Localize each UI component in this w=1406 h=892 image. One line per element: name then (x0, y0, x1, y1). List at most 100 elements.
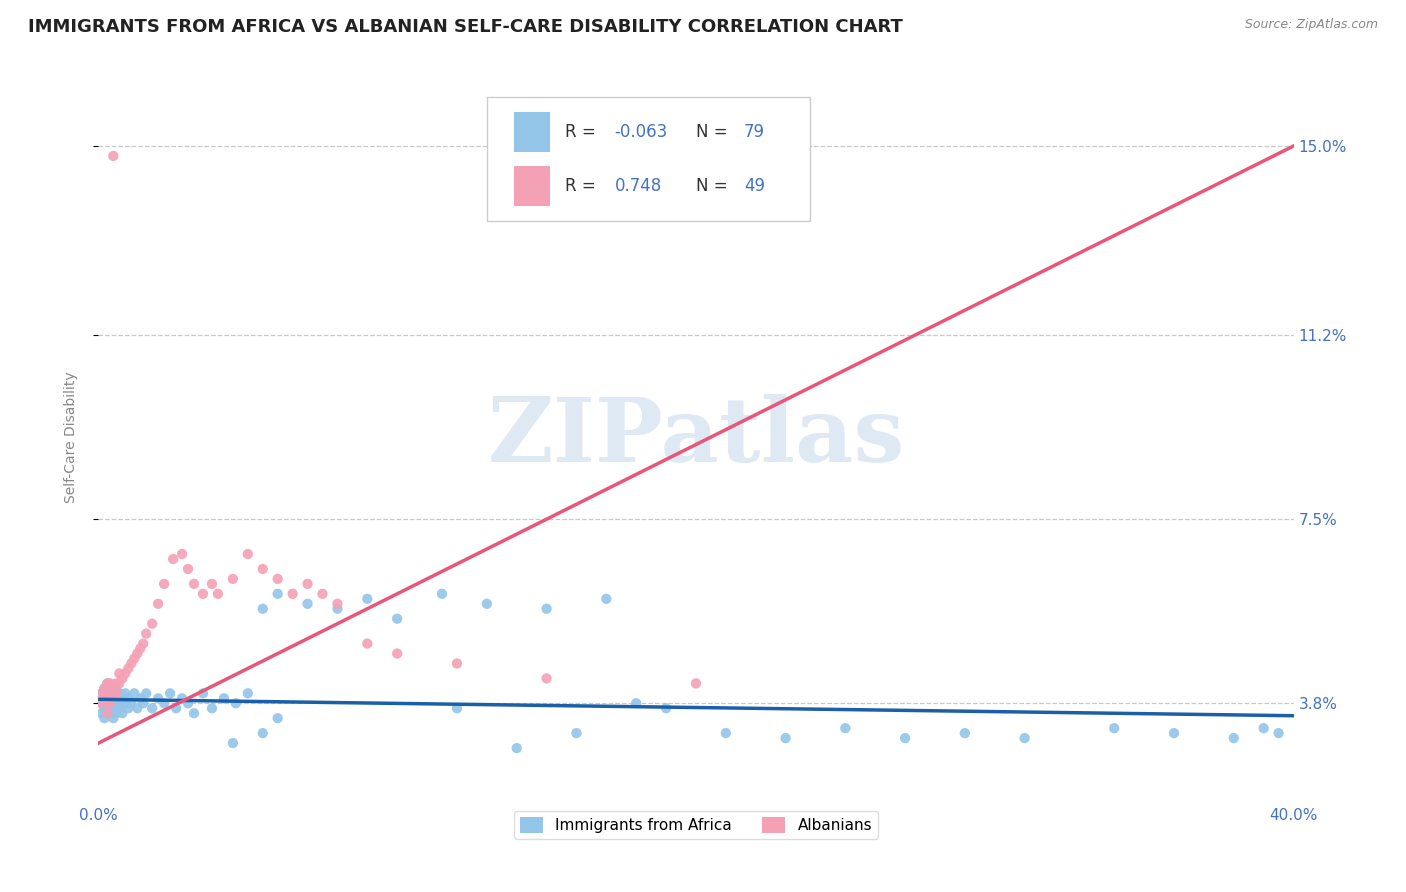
Point (98, 706, 122, 721)
Point (252, 601, 274, 615)
Point (111, 691, 134, 706)
Point (117, 701, 139, 715)
Point (222, 572, 245, 586)
Point (114, 696, 136, 710)
Point (93, 711, 115, 725)
Point (446, 701, 468, 715)
Point (236, 686, 259, 700)
Point (96, 706, 118, 721)
Point (103, 711, 125, 725)
Point (103, 696, 125, 710)
Point (103, 701, 125, 715)
Point (132, 636, 155, 650)
Point (93, 691, 115, 706)
Point (127, 701, 149, 715)
Point (103, 681, 125, 696)
Point (267, 711, 290, 725)
Point (98, 691, 122, 706)
Point (124, 651, 146, 665)
Point (105, 691, 128, 706)
Point (111, 706, 134, 721)
Point (1163, 726, 1185, 740)
Point (93, 691, 115, 706)
Point (506, 741, 529, 756)
Point (297, 577, 319, 591)
Point (183, 577, 205, 591)
Point (103, 686, 125, 700)
Point (775, 731, 797, 745)
Point (127, 647, 149, 661)
Point (93, 701, 115, 715)
Point (132, 696, 155, 710)
Point (98, 676, 122, 690)
Point (105, 676, 128, 690)
Point (311, 587, 333, 601)
Bar (515, 166, 550, 206)
Point (90, 706, 112, 721)
Point (177, 696, 200, 710)
Point (90, 696, 112, 710)
Point (172, 547, 194, 561)
Point (356, 591, 378, 606)
Point (536, 601, 558, 615)
Point (111, 672, 134, 686)
Point (207, 587, 229, 601)
Point (96, 696, 118, 710)
Point (96, 706, 118, 721)
Point (430, 587, 453, 601)
Point (159, 686, 181, 700)
Point (183, 706, 205, 721)
Point (96, 696, 118, 710)
Point (141, 616, 163, 631)
Point (148, 691, 170, 706)
Point (108, 666, 131, 681)
Point (108, 701, 131, 715)
Text: Source: ZipAtlas.com: Source: ZipAtlas.com (1244, 18, 1378, 31)
Point (191, 587, 214, 601)
Text: 79: 79 (744, 123, 765, 141)
Point (120, 696, 142, 710)
Point (655, 701, 678, 715)
Text: -0.063: -0.063 (614, 123, 668, 141)
Point (267, 572, 290, 586)
Point (117, 661, 139, 675)
Point (105, 706, 128, 721)
Point (90, 686, 112, 700)
Point (96, 676, 118, 690)
Point (96, 701, 118, 715)
Point (120, 657, 142, 671)
Bar (515, 112, 550, 153)
Point (953, 726, 976, 740)
Point (129, 691, 152, 706)
Text: N =: N = (696, 177, 733, 195)
Point (90, 686, 112, 700)
Point (153, 696, 176, 710)
Point (141, 701, 163, 715)
Text: R =: R = (565, 177, 600, 195)
Point (326, 597, 349, 611)
Point (212, 691, 235, 706)
Text: R =: R = (565, 123, 600, 141)
Point (162, 552, 184, 566)
Point (1014, 731, 1036, 745)
Point (117, 691, 139, 706)
Point (165, 701, 187, 715)
Point (894, 731, 917, 745)
Point (1104, 721, 1126, 735)
Legend: Immigrants from Africa, Albanians: Immigrants from Africa, Albanians (513, 811, 879, 839)
Point (108, 686, 131, 700)
Point (356, 636, 378, 650)
Point (201, 701, 224, 715)
Point (834, 721, 856, 735)
Point (135, 686, 157, 700)
Point (201, 577, 224, 591)
Point (326, 601, 349, 615)
Point (135, 626, 157, 640)
Point (685, 676, 707, 690)
Point (172, 691, 194, 706)
Point (475, 597, 498, 611)
Point (1267, 726, 1289, 740)
Point (1253, 721, 1275, 735)
Text: ZIPatlas: ZIPatlas (488, 393, 904, 481)
Point (281, 587, 304, 601)
